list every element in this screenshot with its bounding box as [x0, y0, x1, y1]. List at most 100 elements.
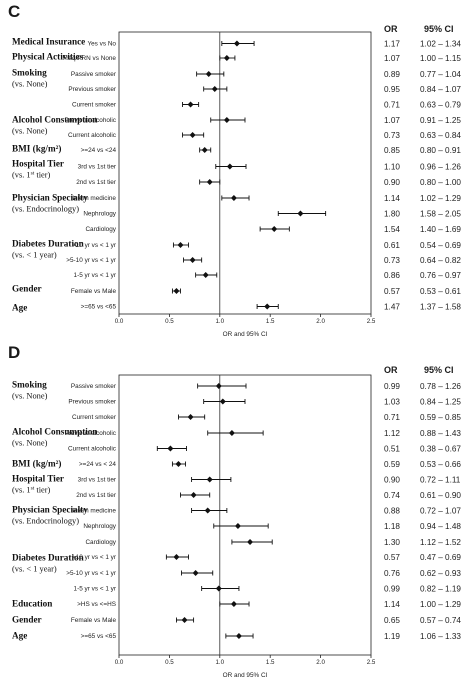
or-value: 1.80	[384, 210, 400, 219]
or-point	[202, 272, 209, 278]
ci-value: 0.80 – 1.00	[420, 178, 461, 187]
or-point	[187, 101, 194, 108]
or-point	[215, 585, 222, 592]
group-title: Diabetes Duration	[12, 239, 84, 249]
or-value: 0.88	[384, 507, 400, 516]
x-tick-label: 1.0	[215, 318, 224, 325]
row-label: 3rd vs 1st tier	[78, 477, 117, 484]
row-label: Female vs Male	[71, 288, 117, 295]
row-label: >10 yr vs < 1 yr	[72, 554, 117, 561]
ci-value: 0.72 – 1.11	[420, 476, 461, 485]
ci-value: 0.63 – 0.79	[420, 101, 461, 110]
ci-value: 0.47 – 0.69	[420, 553, 461, 562]
x-tick-label: 1.5	[266, 318, 275, 325]
group-title: Medical Insurance	[12, 37, 85, 47]
or-point	[192, 570, 199, 576]
row-label: 1-5 yr vs < 1 yr	[74, 586, 117, 593]
or-point	[226, 163, 233, 170]
group-title: Gender	[12, 615, 42, 625]
panel-d-ci-header: 95% CI	[424, 365, 454, 375]
or-point	[173, 554, 180, 560]
row-label: Current alcoholic	[68, 446, 117, 453]
row-label: 2nd vs 1st tier	[76, 179, 117, 186]
or-value: 1.18	[384, 522, 400, 531]
or-point	[223, 55, 230, 61]
row-label: >=65 vs <65	[81, 633, 117, 640]
row-label: Current smoker	[72, 102, 117, 109]
or-point	[230, 601, 237, 607]
group-title: Diabetes Duration	[12, 553, 84, 563]
or-point	[167, 445, 174, 452]
or-point	[228, 430, 235, 436]
or-value: 1.07	[384, 116, 400, 125]
ci-value: 0.77 – 1.04	[420, 70, 461, 79]
or-point	[264, 303, 271, 310]
or-value: 0.71	[384, 413, 400, 422]
row-label: Freq/PRN vs None	[62, 55, 116, 62]
or-point	[271, 226, 278, 232]
row-label: >5-10 yr vs < 1 yr	[66, 257, 117, 264]
or-value: 1.14	[384, 600, 400, 609]
or-point	[297, 210, 304, 217]
row-label: Intern medicine	[72, 508, 116, 515]
or-value: 0.65	[384, 616, 400, 625]
x-tick-label: 0.5	[165, 318, 174, 325]
or-point	[190, 492, 197, 498]
group-subtitle: (vs. None)	[12, 439, 48, 448]
ci-value: 0.64 – 0.82	[420, 256, 461, 265]
or-value: 1.10	[384, 163, 400, 172]
or-value: 0.90	[384, 476, 400, 485]
group-title: BMI (kg/m²)	[12, 144, 61, 154]
ci-value: 0.53 – 0.66	[420, 460, 461, 469]
or-point	[247, 539, 254, 545]
group-title: Age	[12, 303, 27, 313]
group-subtitle: (vs. None)	[12, 127, 48, 136]
ci-value: 0.57 – 0.74	[420, 616, 461, 625]
or-value: 0.99	[384, 585, 400, 594]
ci-value: 0.53 – 0.61	[420, 287, 461, 296]
ci-value: 0.84 – 1.25	[420, 398, 461, 407]
ci-value: 0.80 – 0.91	[420, 146, 461, 155]
or-value: 0.51	[384, 445, 400, 454]
or-point	[233, 40, 240, 47]
or-value: 1.14	[384, 194, 400, 203]
row-label: Previous alcoholic	[64, 430, 116, 437]
or-value: 1.30	[384, 538, 400, 547]
row-label: Previous smoker	[68, 399, 116, 406]
ci-value: 1.12 – 1.52	[420, 538, 461, 547]
ci-value: 0.76 – 0.97	[420, 271, 461, 280]
row-label: Intern medicine	[72, 195, 116, 202]
or-value: 0.89	[384, 70, 400, 79]
or-value: 0.86	[384, 271, 400, 280]
panel-c-ci-header: 95% CI	[424, 24, 454, 34]
ci-value: 0.78 – 1.26	[420, 382, 461, 391]
group-subtitle: (vs. < 1 year)	[12, 251, 57, 260]
x-tick-label: 2.0	[316, 318, 325, 325]
row-label: Previous alcoholic	[64, 117, 116, 124]
row-label: Previous smoker	[68, 86, 116, 93]
ci-value: 0.61 – 0.90	[420, 491, 461, 500]
or-value: 1.54	[384, 225, 400, 234]
or-value: 0.57	[384, 287, 400, 296]
ci-value: 1.02 – 1.29	[420, 194, 461, 203]
or-value: 0.59	[384, 460, 400, 469]
row-label: Female vs Male	[71, 617, 117, 624]
group-title: Alcohol Consumption	[12, 427, 98, 437]
ci-value: 0.63 – 0.84	[420, 131, 461, 140]
row-label: Current alcoholic	[68, 132, 117, 139]
group-title: Physician Specialty	[12, 193, 88, 203]
x-axis-label: OR and 95% CI	[223, 331, 268, 338]
or-point	[215, 383, 222, 389]
row-label: 1-5 yr vs < 1 yr	[74, 272, 117, 279]
or-point	[175, 461, 182, 467]
x-tick-label: 0.0	[115, 318, 124, 325]
or-value: 1.17	[384, 40, 400, 49]
row-label: >HS vs <=HS	[77, 601, 116, 608]
group-subtitle: (vs. None)	[12, 80, 48, 89]
row-label: >=24 vs < 24	[79, 461, 117, 468]
ci-value: 1.00 – 1.15	[420, 54, 461, 63]
x-tick-label: 1.5	[266, 659, 275, 666]
or-point	[189, 257, 196, 263]
or-value: 0.85	[384, 146, 400, 155]
